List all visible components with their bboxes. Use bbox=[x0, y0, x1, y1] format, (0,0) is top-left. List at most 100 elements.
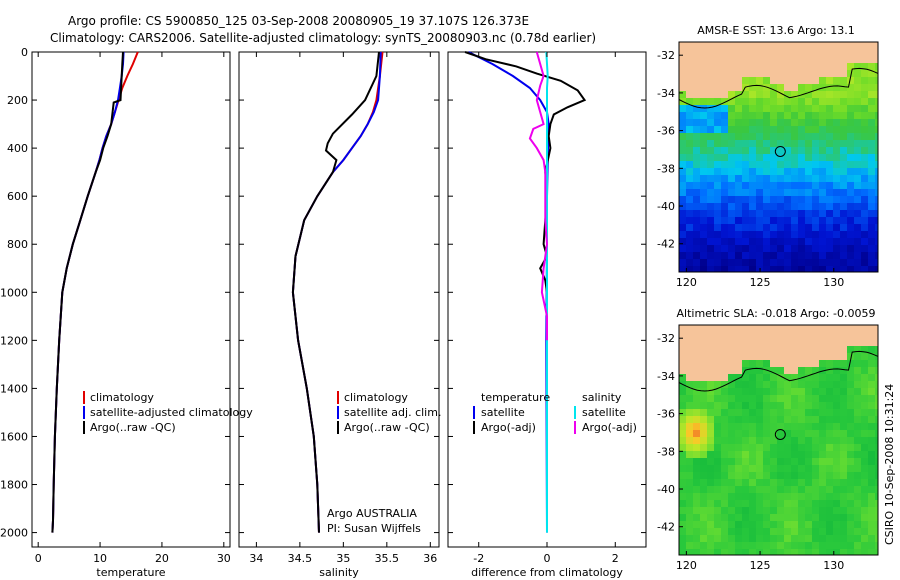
map-cell bbox=[784, 133, 791, 140]
map-cell bbox=[868, 77, 875, 84]
map-cell bbox=[707, 196, 714, 203]
map-cell bbox=[679, 224, 686, 231]
map-cell bbox=[777, 182, 784, 189]
map-cell bbox=[735, 381, 742, 388]
map-cell bbox=[763, 70, 770, 77]
map-cell bbox=[763, 161, 770, 168]
map-cell bbox=[770, 154, 777, 161]
map-cell bbox=[742, 140, 749, 147]
map-cell bbox=[749, 77, 756, 84]
map-cell bbox=[756, 133, 763, 140]
map-cell bbox=[707, 500, 714, 507]
map-cell bbox=[805, 245, 812, 252]
map-cell bbox=[861, 367, 868, 374]
map-cell bbox=[721, 231, 728, 238]
map-cell bbox=[700, 535, 707, 542]
map-cell bbox=[770, 325, 777, 332]
map-cell bbox=[847, 182, 854, 189]
map-cell bbox=[833, 416, 840, 423]
map-cell bbox=[840, 203, 847, 210]
temperature-xtick-label: 0 bbox=[35, 552, 42, 565]
map-cell bbox=[784, 444, 791, 451]
map-cell bbox=[847, 395, 854, 402]
map-cell bbox=[868, 325, 875, 332]
map-cell bbox=[798, 42, 805, 49]
map-cell bbox=[840, 486, 847, 493]
map-cell bbox=[854, 521, 861, 528]
map-cell bbox=[763, 409, 770, 416]
map-cell bbox=[707, 210, 714, 217]
map-cell bbox=[840, 252, 847, 259]
map-cell bbox=[819, 472, 826, 479]
map-cell bbox=[868, 266, 875, 272]
map-cell bbox=[735, 388, 742, 395]
map-cell bbox=[812, 507, 819, 514]
map-cell bbox=[735, 182, 742, 189]
map-cell bbox=[749, 423, 756, 430]
map-cell bbox=[756, 332, 763, 339]
map-cell bbox=[700, 486, 707, 493]
map-cell bbox=[714, 98, 721, 105]
map-cell bbox=[784, 409, 791, 416]
map-cell bbox=[805, 388, 812, 395]
map-cell bbox=[714, 49, 721, 56]
map-cell bbox=[742, 486, 749, 493]
map-cell bbox=[875, 332, 878, 339]
map-cell bbox=[847, 458, 854, 465]
map-cell bbox=[721, 119, 728, 126]
map-cell bbox=[812, 98, 819, 105]
map-cell bbox=[700, 514, 707, 521]
map-cell bbox=[854, 325, 861, 332]
map-cell bbox=[805, 528, 812, 535]
map-cell bbox=[847, 507, 854, 514]
map-cell bbox=[875, 521, 878, 528]
map-cell bbox=[861, 360, 868, 367]
map-cell bbox=[840, 542, 847, 549]
map-ytick-label: -42 bbox=[657, 238, 675, 251]
map-cell bbox=[735, 105, 742, 112]
map-cell bbox=[679, 147, 686, 154]
map-cell bbox=[798, 175, 805, 182]
map-cell bbox=[735, 252, 742, 259]
map-cell bbox=[833, 346, 840, 353]
map-cell bbox=[756, 77, 763, 84]
map-cell bbox=[770, 98, 777, 105]
map-cell bbox=[805, 374, 812, 381]
map-cell bbox=[826, 84, 833, 91]
map-cell bbox=[798, 458, 805, 465]
map-cell bbox=[735, 140, 742, 147]
map-cell bbox=[868, 154, 875, 161]
map-cell bbox=[714, 161, 721, 168]
map-cell bbox=[770, 63, 777, 70]
map-cell bbox=[819, 360, 826, 367]
map-cell bbox=[826, 353, 833, 360]
legend-sal-satellite-label: satellite bbox=[582, 406, 626, 419]
map-cell bbox=[721, 451, 728, 458]
map-cell bbox=[805, 381, 812, 388]
map-cell bbox=[840, 217, 847, 224]
map-cell bbox=[686, 465, 693, 472]
map-cell bbox=[826, 507, 833, 514]
map-cell bbox=[721, 140, 728, 147]
map-cell bbox=[875, 147, 878, 154]
map-cell bbox=[763, 493, 770, 500]
map-cell bbox=[735, 353, 742, 360]
map-cell bbox=[749, 395, 756, 402]
map-cell bbox=[812, 252, 819, 259]
map-cell bbox=[707, 479, 714, 486]
map-cell bbox=[693, 105, 700, 112]
map-cell bbox=[770, 374, 777, 381]
map-cell bbox=[679, 367, 686, 374]
map-cell bbox=[840, 451, 847, 458]
map-cell bbox=[700, 346, 707, 353]
map-cell bbox=[721, 203, 728, 210]
map-cell bbox=[686, 56, 693, 63]
map-cell bbox=[833, 112, 840, 119]
map-cell bbox=[693, 49, 700, 56]
map-cell bbox=[714, 444, 721, 451]
map-cell bbox=[735, 367, 742, 374]
map-cell bbox=[826, 147, 833, 154]
map-ytick-label: -38 bbox=[657, 162, 675, 175]
map-cell bbox=[742, 91, 749, 98]
